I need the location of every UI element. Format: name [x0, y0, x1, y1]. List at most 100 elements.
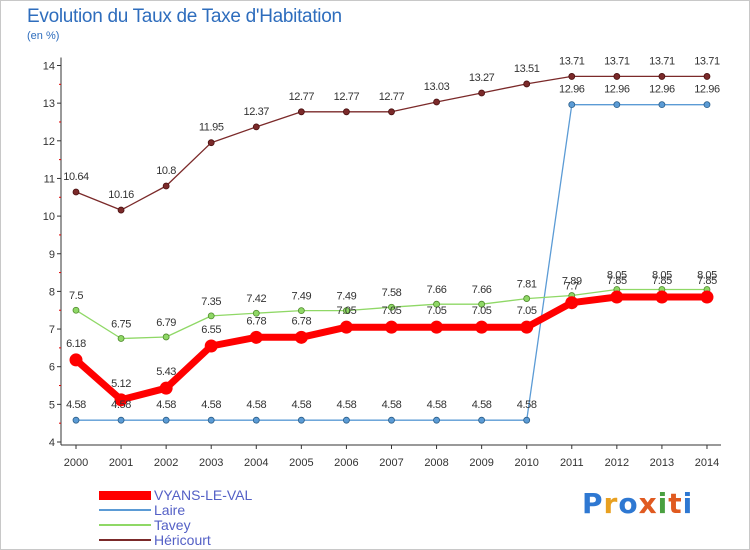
- logo-letter: x: [638, 487, 658, 520]
- data-label: 4.58: [427, 399, 447, 411]
- data-label: 4.58: [111, 399, 131, 411]
- data-point: [294, 330, 308, 344]
- x-tick-label: 2006: [334, 457, 358, 469]
- data-label: 7.85: [652, 275, 672, 287]
- x-tick-label: 2004: [244, 457, 268, 469]
- data-point: [72, 188, 80, 196]
- data-point: [162, 182, 170, 190]
- y-tick-label: 12: [43, 136, 55, 148]
- y-tick-label: 9: [49, 249, 55, 261]
- data-point: [207, 312, 215, 320]
- data-point: [384, 320, 398, 334]
- data-point: [343, 307, 350, 315]
- data-label: 7.66: [472, 284, 492, 296]
- data-point: [478, 89, 486, 97]
- data-label: 8.05: [697, 270, 717, 282]
- legend-item: Héricourt: [99, 532, 299, 548]
- data-label: 7.49: [291, 291, 311, 303]
- data-point: [343, 108, 350, 116]
- x-tick-label: 2000: [64, 457, 88, 469]
- series-tavey: [72, 286, 711, 342]
- data-point: [478, 300, 486, 308]
- data-label: 7.89: [562, 276, 582, 288]
- data-point: [523, 416, 531, 424]
- data-label: 7.05: [337, 305, 357, 317]
- data-label: 13.71: [649, 55, 675, 67]
- chart-axes: 4 5 6 7 8 9 10 11 12 13 14 2000 2001 2002 2003 2004 2005…: [43, 57, 721, 469]
- data-label: 13.71: [694, 55, 720, 67]
- data-label: 12.77: [334, 91, 360, 103]
- data-label: 13.71: [604, 55, 630, 67]
- y-tick-label: 4: [49, 437, 55, 449]
- data-label: 7.42: [246, 293, 266, 305]
- data-label: 4.58: [382, 399, 402, 411]
- data-point: [478, 416, 486, 424]
- data-label: 7.66: [427, 284, 447, 296]
- data-point: [388, 416, 395, 424]
- data-label: 13.27: [469, 72, 495, 84]
- data-label: 12.96: [649, 84, 675, 96]
- data-point: [568, 73, 576, 80]
- data-label: 7.05: [472, 305, 492, 317]
- data-label: 7.49: [337, 291, 357, 303]
- data-label: 4.58: [337, 399, 357, 411]
- data-point: [297, 307, 305, 315]
- x-tick-label: 2011: [560, 457, 584, 469]
- data-label: 5.12: [111, 378, 131, 390]
- data-point: [433, 300, 440, 308]
- data-label: 7.05: [517, 305, 537, 317]
- legend-swatch: [99, 539, 151, 541]
- data-label: 12.77: [289, 91, 315, 103]
- x-tick-label: 2009: [469, 457, 493, 469]
- data-label: 7.81: [517, 279, 537, 291]
- data-point: [69, 353, 83, 367]
- y-tick-label: 5: [49, 399, 55, 411]
- data-label: 8.05: [607, 270, 627, 282]
- data-label: 6.78: [291, 315, 311, 327]
- data-label: 4.58: [201, 399, 221, 411]
- data-point: [162, 333, 170, 341]
- data-point: [162, 416, 170, 424]
- logo-letter: r: [603, 487, 619, 520]
- chart-title: Evolution du Taux de Taxe d'Habitation: [27, 6, 342, 27]
- chart-series: [69, 73, 714, 424]
- y-tick-label: 13: [43, 98, 55, 110]
- logo-letter: i: [657, 487, 669, 520]
- x-tick-label: 2003: [199, 457, 223, 469]
- data-point: [339, 320, 353, 334]
- data-label: 4.58: [291, 399, 311, 411]
- data-point: [613, 101, 621, 109]
- chart-data-labels: 6.18 5.12 5.43 6.55 6.78 6.78 7.05 7.05 7.05 7.05…: [63, 55, 720, 411]
- series-laire: [72, 101, 711, 424]
- y-tick-label: 14: [43, 61, 55, 73]
- data-point: [388, 108, 395, 116]
- legend-item: Tavey: [99, 517, 299, 533]
- y-tick-label: 10: [43, 211, 55, 223]
- data-point: [207, 139, 215, 147]
- x-tick-label: 2014: [695, 457, 719, 469]
- x-tick-label: 2002: [154, 457, 178, 469]
- data-point: [117, 416, 125, 424]
- legend-label: Héricourt: [154, 532, 211, 548]
- series-h-ricourt: [72, 73, 711, 214]
- data-point: [658, 101, 666, 109]
- data-point: [249, 330, 263, 344]
- data-label: 4.58: [472, 399, 492, 411]
- logo-letter: o: [618, 487, 639, 520]
- data-point: [613, 73, 621, 80]
- data-label: 12.77: [379, 91, 405, 103]
- data-point: [72, 416, 80, 424]
- legend-label: Laire: [154, 502, 186, 518]
- data-label: 7.7: [565, 281, 579, 293]
- series-vyans-le-val: [69, 290, 714, 407]
- data-point: [297, 416, 305, 424]
- data-label: 12.37: [244, 106, 270, 118]
- y-tick-label: 11: [44, 173, 55, 185]
- x-tick-label: 2013: [650, 457, 674, 469]
- data-label: 11.95: [199, 122, 224, 134]
- x-tick-label: 2010: [514, 457, 538, 469]
- chart-legend: VYANS-LE-VAL Laire Tavey Héricourt: [99, 487, 299, 548]
- data-point: [388, 303, 395, 311]
- data-point: [204, 339, 218, 353]
- data-point: [700, 290, 714, 304]
